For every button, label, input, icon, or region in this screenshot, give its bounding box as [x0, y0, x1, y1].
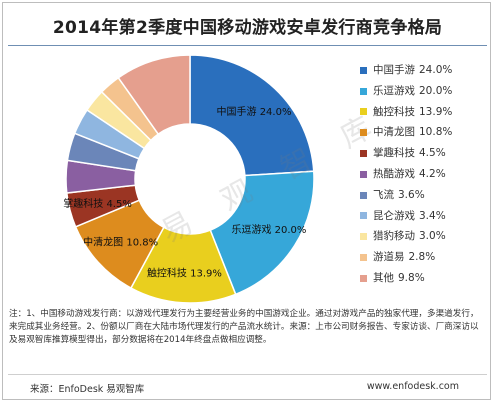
chart-notes: 注：1、中国移动游戏发行商：以游戏代理发行为主要经营业务的中国游戏企业。通过对游… [9, 309, 479, 345]
legend-value: 3.4% [419, 209, 446, 222]
slice-中国手游 [189, 54, 315, 177]
donut-chart: 中国手游 24.0% 乐逗游戏 20.0% 触控科技 13.9% 中清龙图 10.8%… [63, 54, 315, 304]
chart-frame [2, 2, 491, 400]
legend-swatch [360, 191, 367, 199]
legend-swatch [360, 129, 367, 137]
slice-label-中清龙图: 中清龙图 10.8% [83, 236, 158, 249]
legend-value: 9.8% [398, 271, 425, 284]
chart-title: 2014年第2季度中国移动游戏安卓发行商竞争格局 [52, 18, 443, 38]
legend-label: 乐逗游戏 [373, 84, 415, 97]
legend-value: 4.2% [419, 167, 446, 180]
legend-label: 触控科技 [373, 105, 415, 118]
legend-item: 触控科技 13.9% [360, 102, 488, 123]
legend-swatch [360, 87, 367, 95]
slice-乐逗游戏 [209, 170, 315, 296]
website-text: www.enfodesk.com [366, 381, 459, 392]
legend-label: 昆仑游戏 [373, 209, 415, 222]
legend-swatch [360, 233, 367, 241]
legend-label: 其他 [373, 271, 394, 284]
legend-swatch [360, 170, 367, 178]
legend-label: 中国手游 [373, 64, 415, 76]
legend-item: 中清龙图 10.8% [360, 122, 488, 143]
legend-label: 掌趣科技 [373, 147, 415, 160]
legend-value: 20.0% [419, 84, 453, 97]
legend-item: 乐逗游戏 20.0% [360, 81, 488, 102]
legend-item: 昆仑游戏 3.4% [360, 206, 488, 227]
slice-label-乐逗游戏: 乐逗游戏 20.0% [231, 223, 306, 236]
legend-item: 掌趣科技 4.5% [360, 143, 488, 164]
source-text: 来源：EnfoDesk 易观智库 [30, 384, 145, 395]
legend-label: 飞流 [373, 188, 394, 201]
legend-swatch [360, 212, 367, 220]
title-divider [8, 45, 487, 46]
legend-value: 4.5% [419, 147, 446, 160]
legend-value: 2.8% [408, 251, 436, 264]
legend-swatch [360, 150, 367, 158]
slice-label-中国手游: 中国手游 24.0% [217, 105, 292, 118]
legend-item: 飞流 3.6% [360, 185, 488, 206]
legend-value: 10.8% [419, 126, 453, 139]
slice-其他 [117, 54, 191, 136]
legend-value: 24.0% [419, 64, 453, 76]
legend-item: 热酷游戏 4.2% [360, 164, 488, 185]
legend-label: 热酷游戏 [373, 167, 415, 180]
legend-label: 中清龙图 [373, 126, 415, 139]
legend-item: 其他 9.8% [360, 268, 488, 289]
footer-divider [8, 374, 487, 375]
slice-label-触控科技: 触控科技 13.9% [147, 266, 222, 279]
legend-item: 中国手游 24.0% [360, 60, 488, 81]
legend-swatch [360, 274, 367, 282]
legend-label: 猎豹移动 [373, 230, 415, 243]
legend-swatch [360, 66, 367, 74]
slice-label-掌趣科技: 掌趣科技 4.5% [63, 197, 132, 210]
legend-item: 猎豹移动 3.0% [360, 226, 488, 247]
legend-value: 3.6% [398, 188, 425, 201]
legend-value: 3.0% [419, 230, 446, 243]
legend-label: 游道易 [373, 251, 405, 264]
legend-swatch [360, 254, 367, 262]
legend-swatch [360, 108, 367, 116]
chart-legend: 中国手游 24.0% 乐逗游戏 20.0% 触控科技 13.9% 中清龙图 10.8% 掌趣科技… [360, 60, 488, 289]
legend-item: 游道易 2.8% [360, 247, 488, 268]
legend-value: 13.9% [419, 105, 453, 118]
